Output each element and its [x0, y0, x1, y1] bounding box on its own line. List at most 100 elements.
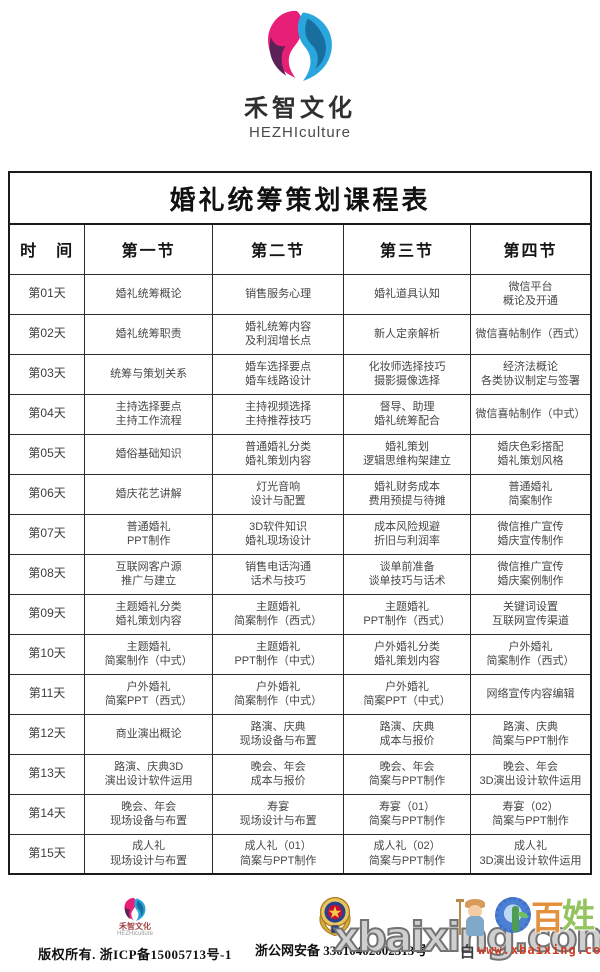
course-cell: 户外婚礼 简案PPT（西式）: [84, 673, 214, 715]
course-cell: 户外婚礼 简案制作（西式）: [470, 633, 592, 675]
hezhi-logo-icon: [268, 10, 332, 81]
course-cell: 互联网客户源 推广与建立: [84, 553, 214, 595]
course-cell: 路演、庆典 现场设备与布置: [212, 713, 345, 755]
course-cell: 微信平台 概论及开通: [470, 273, 592, 315]
day-cell: 第10天: [8, 633, 86, 675]
table-row: 第03天 统筹与策划关系 婚车选择要点 婚车线路设计 化妆师选择技巧 摄影摄像选择 经济…: [8, 353, 592, 395]
column-header: 第二节: [212, 223, 345, 275]
column-header: 第一节: [84, 223, 214, 275]
table-row: 第11天 户外婚礼 简案PPT（西式） 户外婚礼 简案制作（中式） 户外婚礼 简案PP…: [8, 673, 592, 715]
course-cell: 主题婚礼 简案制作（西式）: [212, 593, 345, 635]
table-row: 第15天 成人礼 现场设计与布置 成人礼（01） 简案与PPT制作 成人礼（02） 简…: [8, 833, 592, 875]
course-cell: 户外婚礼 简案制作（中式）: [212, 673, 345, 715]
course-cell: 普通婚礼 简案制作: [470, 473, 592, 515]
course-cell: 微信喜帖制作（西式）: [470, 313, 592, 355]
day-cell: 第06天: [8, 473, 86, 515]
course-cell: 路演、庆典 成本与报价: [343, 713, 471, 755]
course-cell: 成人礼 现场设计与布置: [84, 833, 214, 875]
table-row: 第06天 婚庆花艺讲解 灯光音响 设计与配置 婚礼财务成本 费用预提与待摊 普通婚礼 简…: [8, 473, 592, 515]
course-cell: 婚礼策划 逻辑思维构架建立: [343, 433, 471, 475]
table-row: 第12天 商业演出概论 路演、庆典 现场设备与布置 路演、庆典 成本与报价 路演、庆典 …: [8, 713, 592, 755]
day-cell: 第03天: [8, 353, 86, 395]
watermark-url-text: www.xbaixing.com: [478, 943, 600, 957]
column-header: 第三节: [343, 223, 471, 275]
course-cell: 灯光音响 设计与配置: [212, 473, 345, 515]
course-cell: 微信推广宣传 婚庆案例制作: [470, 553, 592, 595]
course-cell: 寿宴 现场设计与布置: [212, 793, 345, 835]
course-cell: 主持选择要点 主持工作流程: [84, 393, 214, 435]
course-cell: 路演、庆典3D 演出设计软件运用: [84, 753, 214, 795]
course-cell: 主题婚礼 PPT制作（西式）: [343, 593, 471, 635]
brand-header: 禾智文化 HEZHIculture: [0, 0, 600, 141]
course-cell: 晚会、年会 3D演出设计软件运用: [470, 753, 592, 795]
course-cell: 微信喜帖制作（中式）: [470, 393, 592, 435]
course-cell: 成人礼（02） 简案与PPT制作: [343, 833, 471, 875]
course-cell: 婚庆色彩搭配 婚礼策划风格: [470, 433, 592, 475]
course-cell: 主题婚礼分类 婚礼策划内容: [84, 593, 214, 635]
course-cell: 商业演出概论: [84, 713, 214, 755]
hezhi-logo-small-icon: [124, 897, 146, 921]
farmer-mascot-icon: [456, 899, 492, 941]
watermark-text: xbaixing.com: [332, 912, 600, 962]
course-cell: 晚会、年会 成本与报价: [212, 753, 345, 795]
column-header: 第四节: [470, 223, 592, 275]
table-row: 第05天 婚俗基础知识 普通婚礼分类 婚礼策划内容 婚礼策划 逻辑思维构架建立 婚庆色彩…: [8, 433, 592, 475]
day-cell: 第11天: [8, 673, 86, 715]
course-cell: 婚礼道具认知: [343, 273, 471, 315]
course-cell: 谈单前准备 谈单技巧与话术: [343, 553, 471, 595]
table-row: 第01天 婚礼统筹概论 销售服务心理 婚礼道具认知 微信平台 概论及开通: [8, 273, 592, 315]
course-cell: 成人礼 3D演出设计软件运用: [470, 833, 592, 875]
course-cell: 3D软件知识 婚礼现场设计: [212, 513, 345, 555]
icp-copyright-text: 版权所有. 浙ICP备15005713号-1: [38, 947, 232, 962]
day-cell: 第08天: [8, 553, 86, 595]
course-cell: 晚会、年会 简案与PPT制作: [343, 753, 471, 795]
day-cell: 第07天: [8, 513, 86, 555]
day-cell: 第09天: [8, 593, 86, 635]
table-title-row: 婚礼统筹策划课程表: [8, 171, 592, 225]
footer-brand-block: 禾智文化 HEZHIculture 版权所有. 浙ICP备15005713号-1: [30, 895, 240, 963]
course-cell: 成人礼（01） 简案与PPT制作: [212, 833, 345, 875]
day-cell: 第12天: [8, 713, 86, 755]
course-cell: 婚礼统筹概论: [84, 273, 214, 315]
course-cell: 主题婚礼 简案制作（中式）: [84, 633, 214, 675]
course-cell: 婚庆花艺讲解: [84, 473, 214, 515]
police-badge-icon: [319, 896, 351, 937]
table-header-row: 时 间第一节 第二节 第三节 第四节: [8, 223, 592, 275]
course-schedule-table: 婚礼统筹策划课程表 时 间第一节 第二节 第三节 第四节 第01天 婚礼统筹概论 销售服务…: [8, 171, 592, 875]
course-cell: 户外婚礼 简案PPT（中式）: [343, 673, 471, 715]
brand-name-en: HEZHIculture: [248, 124, 352, 141]
table-row: 第07天 普通婚礼 PPT制作 3D软件知识 婚礼现场设计 成本风险规避 折旧与利润率…: [8, 513, 592, 555]
course-cell: 寿宴（02） 简案与PPT制作: [470, 793, 592, 835]
course-cell: 主持视频选择 主持推荐技巧: [212, 393, 345, 435]
course-cell: 销售电话沟通 话术与技巧: [212, 553, 345, 595]
footer-brand-name: 禾智文化: [119, 922, 151, 931]
course-cell: 户外婚礼分类 婚礼策划内容: [343, 633, 471, 675]
table-title: 婚礼统筹策划课程表: [8, 171, 592, 225]
day-cell: 第05天: [8, 433, 86, 475]
day-cell: 第02天: [8, 313, 86, 355]
table-row: 第13天 路演、庆典3D 演出设计软件运用 晚会、年会 成本与报价 晚会、年会 简案与…: [8, 753, 592, 795]
brand-name: 禾智文化: [244, 95, 356, 122]
course-cell: 普通婚礼分类 婚礼策划内容: [212, 433, 345, 475]
table-row: 第10天 主题婚礼 简案制作（中式） 主题婚礼 PPT制作（中式） 户外婚礼分类 婚礼…: [8, 633, 592, 675]
table-row: 第08天 互联网客户源 推广与建立 销售电话沟通 话术与技巧 谈单前准备 谈单技巧与话…: [8, 553, 592, 595]
course-cell: 婚礼财务成本 费用预提与待摊: [343, 473, 471, 515]
day-cell: 第04天: [8, 393, 86, 435]
table-row: 第02天 婚礼统筹职责 婚礼统筹内容 及利润增长点 新人定亲解析 微信喜帖制作（西式）: [8, 313, 592, 355]
rosette-badge-icon: [495, 897, 531, 933]
footer-security-block: 浙公网安备 33010402002313号: [255, 895, 485, 959]
table-row: 第09天 主题婚礼分类 婚礼策划内容 主题婚礼 简案制作（西式） 主题婚礼 PPT制作…: [8, 593, 592, 635]
watermark-char-xing: 姓: [562, 897, 595, 934]
course-cell: 婚礼统筹职责: [84, 313, 214, 355]
day-cell: 第01天: [8, 273, 86, 315]
course-cell: 督导、助理 婚礼统筹配合: [343, 393, 471, 435]
public-security-text: 浙公网安备 33010402002313号: [255, 943, 428, 958]
course-cell: 统筹与策划关系: [84, 353, 214, 395]
course-cell: 婚俗基础知识: [84, 433, 214, 475]
day-cell: 第13天: [8, 753, 86, 795]
course-cell: 网络宣传内容编辑: [470, 673, 592, 715]
table-row: 第14天 晚会、年会 现场设备与布置 寿宴 现场设计与布置 寿宴（01） 简案与PPT…: [8, 793, 592, 835]
watermark-char-dark: 白: [460, 944, 476, 961]
footer-brand-name-en: HEZHIculture: [116, 931, 153, 937]
day-cell: 第15天: [8, 833, 86, 875]
